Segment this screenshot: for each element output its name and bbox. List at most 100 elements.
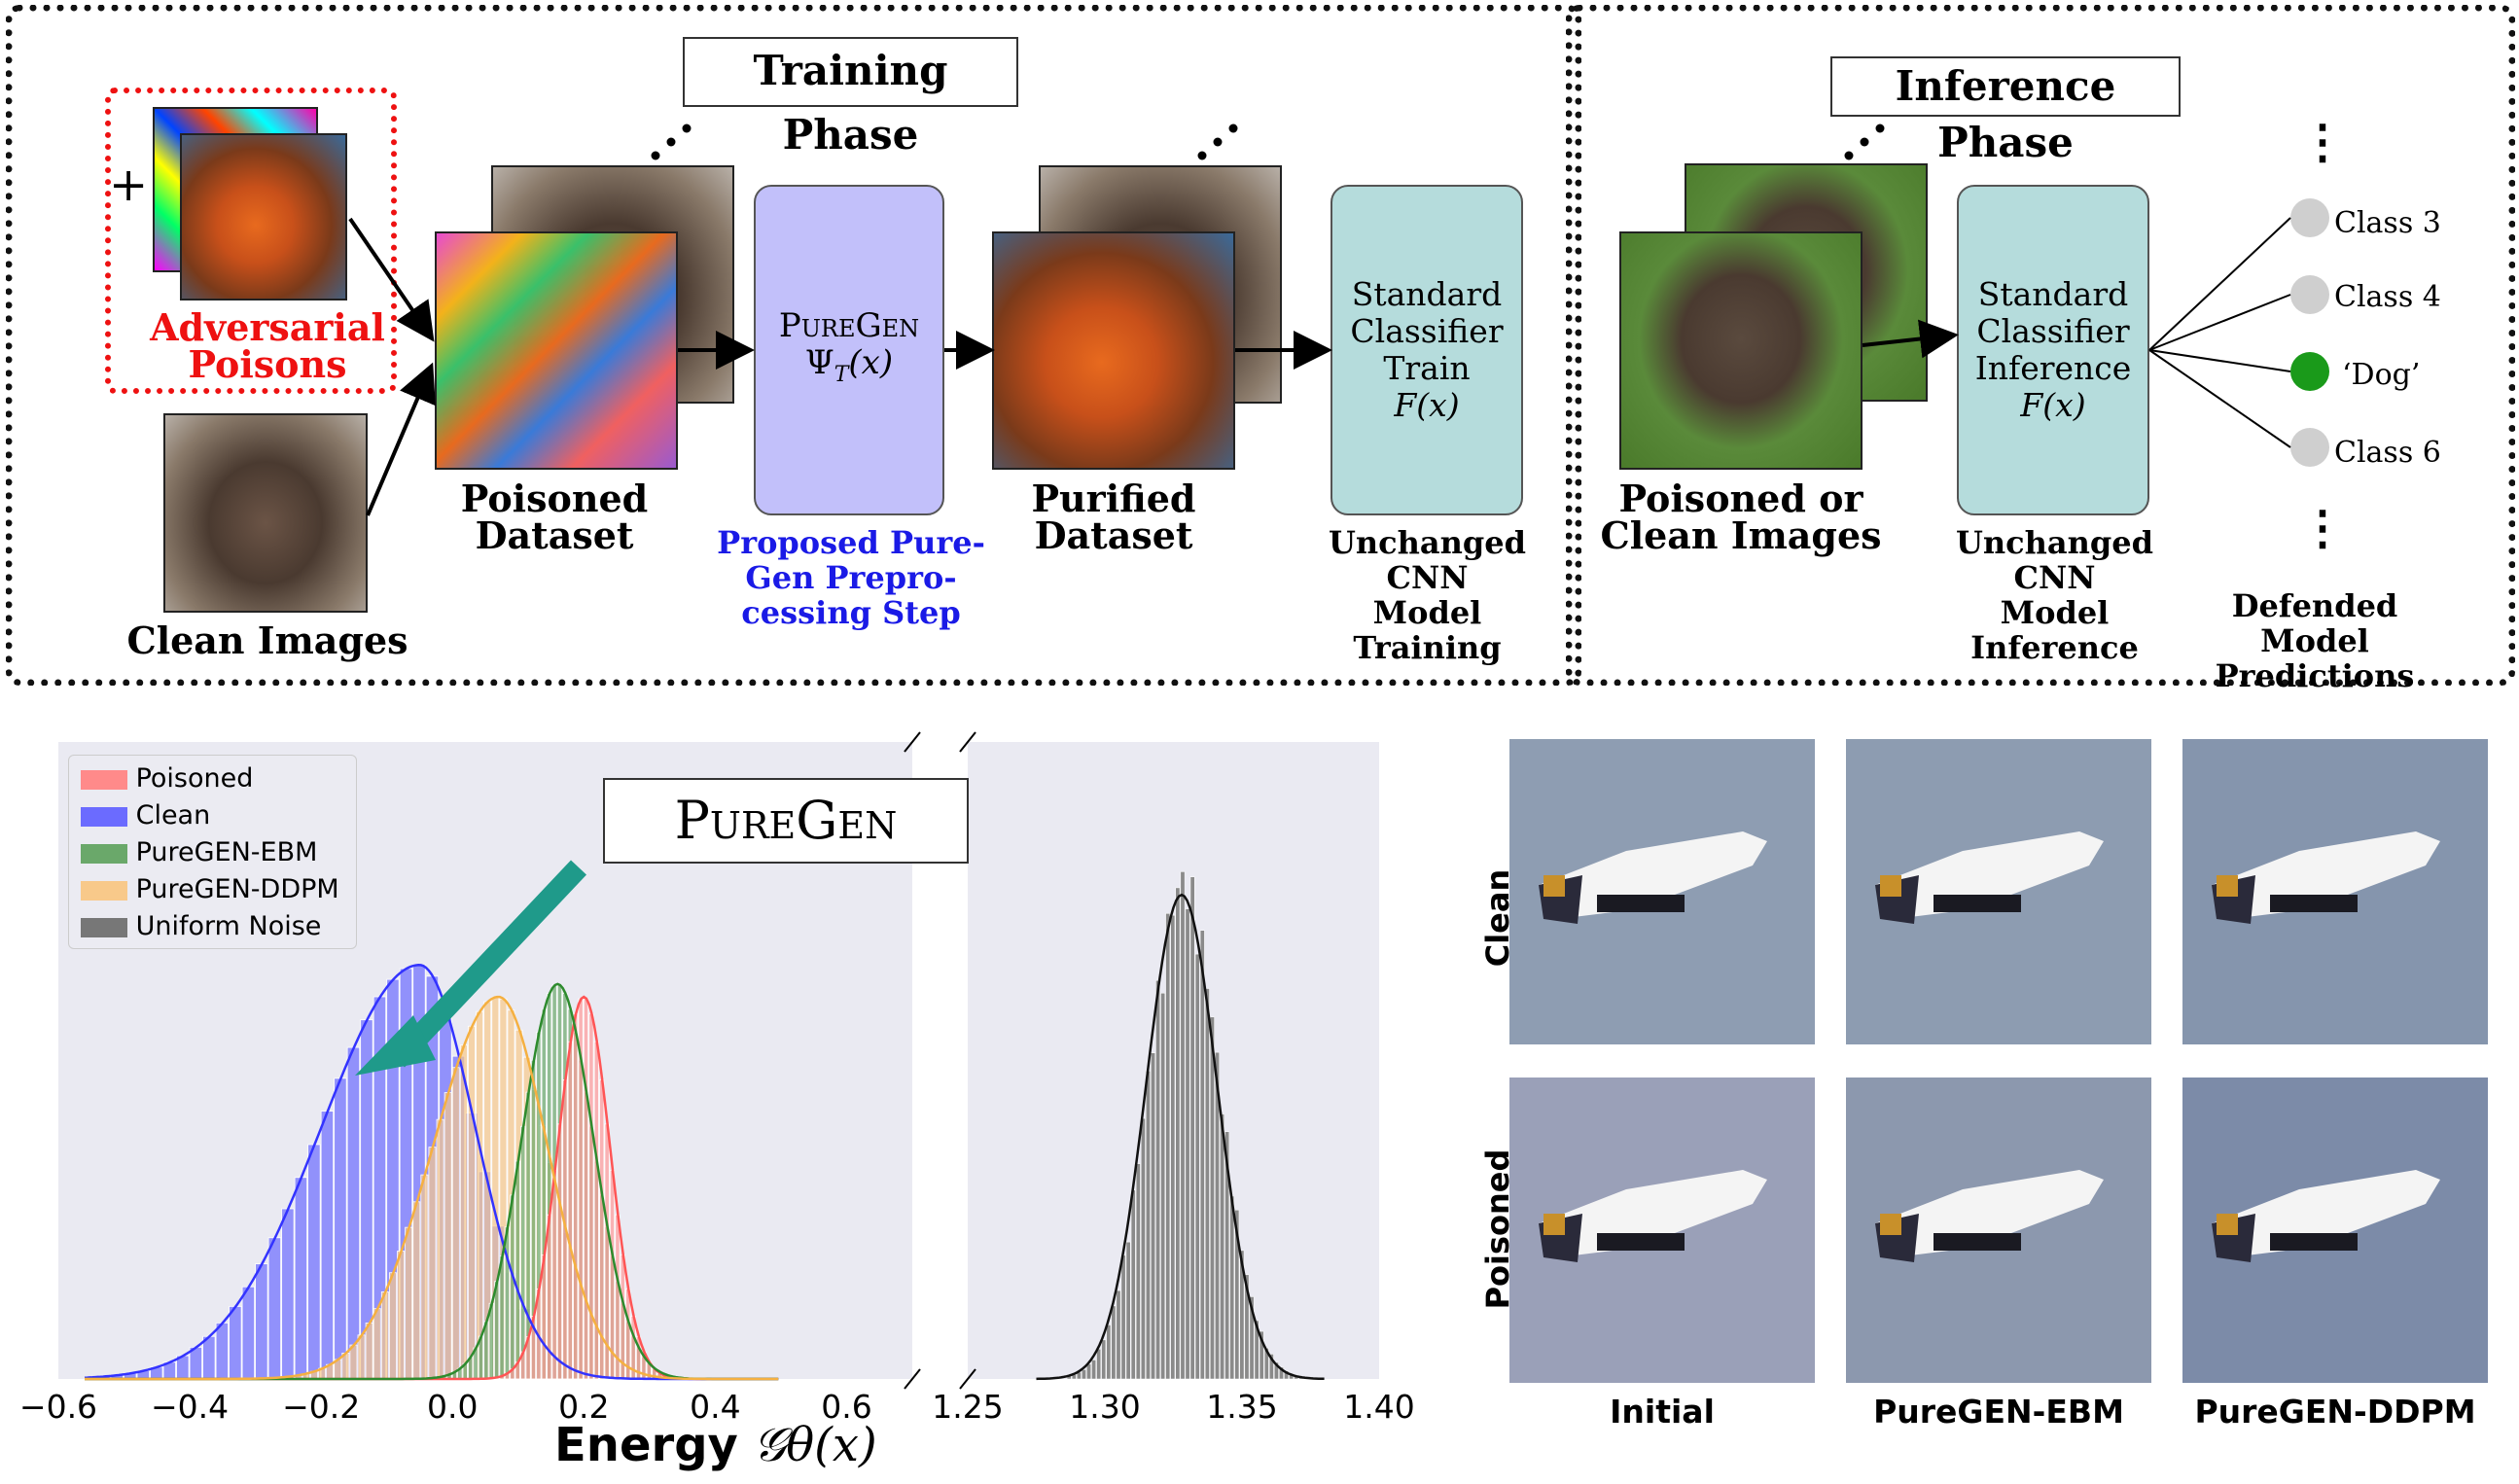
bar-uniform-noise [1254,1320,1260,1380]
bar-uniform-noise [1155,979,1160,1380]
x-tick-label: 1.35 [1206,1388,1277,1426]
shift-arrow-shaft [389,860,586,1068]
bar-uniform-noise [1215,1051,1220,1380]
bar-uniform-noise [1244,1274,1250,1380]
bar-clean [346,1046,361,1380]
bar-uniform-noise [1194,953,1200,1380]
bar-puregen-ebm [510,1194,515,1380]
bar-uniform-noise [1249,1296,1255,1380]
class-4-dot [2290,275,2329,314]
legend-swatch-clean [81,806,127,827]
x-tick-label: −0.2 [282,1388,360,1426]
bar-poisoned [551,1169,557,1380]
x-tick-label: 1.25 [932,1388,1003,1426]
bar-uniform-noise [1175,887,1181,1380]
bar-uniform-noise [1111,1305,1117,1380]
class-3-dot [2290,198,2329,237]
clean-images-label: Clean Images [126,618,408,662]
bar-puregen-ebm [494,1281,500,1380]
defended-predictions-label: Defended Model Predictions [2215,587,2415,694]
puregen-box-name: PureGen [778,305,920,345]
bar-uniform-noise [1259,1330,1264,1380]
bar-uniform-noise [1082,1369,1086,1380]
class-6-dot [2290,428,2329,467]
bar-uniform-noise [1125,1241,1131,1380]
unchanged-inference-label: Unchanged CNN Model Inference [1955,524,2154,666]
bar-puregen-ddpm [420,1174,429,1380]
axis-break-mark [959,1368,976,1390]
bar-puregen-ddpm [349,1344,358,1380]
bar-uniform-noise [1116,1290,1121,1380]
bar-uniform-noise [1239,1250,1245,1380]
stack-dots-2 [1196,115,1245,163]
bar-uniform-noise [1284,1370,1289,1380]
poisoned-dataset-label: Poisoned Dataset [460,477,649,557]
bar-uniform-noise [1146,1071,1151,1380]
bar-uniform-noise [1106,1325,1112,1380]
training-phase-title: Training Phase [683,37,1018,159]
ellipsis-top: ⋮ [2299,115,2346,169]
legend-swatch-ddpm [81,880,127,901]
puregen-title-box: PureGen [603,778,969,864]
bar-poisoned [583,998,589,1380]
energy-histogram-chart: −0.6 −0.4 −0.2 0.0 0.2 0.4 0.6 1.25 1.30 1.35 1.40 [19,731,1415,1426]
bar-uniform-noise [1210,1016,1215,1380]
bar-puregen-ddpm [476,1010,484,1380]
diagram-arrows [348,217,2291,516]
bar-uniform-noise [1140,1117,1146,1380]
plane-image [2182,1078,2488,1383]
training-phase-frame [6,5,1581,686]
puregen-box-formula: ΨT(x) [804,342,894,387]
class-6-label: Class 6 [2334,436,2441,470]
bar-poisoned [615,1214,621,1380]
bar-uniform-noise [1204,988,1210,1380]
x-tick-label: 1.30 [1069,1388,1140,1426]
stack-dots-3 [1843,115,1892,163]
bar-clean [320,1111,335,1380]
adversarial-poisons-box [105,88,397,394]
bar-clean [267,1237,282,1380]
legend-clean: Clean [135,800,211,830]
bar-puregen-ddpm [405,1226,413,1380]
bar-puregen-ebm [520,1125,526,1380]
bar-clean [202,1335,216,1380]
proposed-step-label: Proposed Pure- Gen Prepro-cessing Step [717,524,985,631]
bar-puregen-ddpm [436,1118,444,1380]
classifier-inference-box: Standard Classifier Inference F(x) [1957,185,2149,515]
bar-puregen-ebm [514,1160,520,1380]
x-tick-label: 0.4 [690,1388,740,1426]
bar-puregen-ddpm [397,1251,406,1380]
bar-puregen-ebm [499,1255,505,1380]
dog-class-dot [2290,352,2329,391]
bar-uniform-noise [1234,1210,1240,1380]
bar-poisoned [556,1123,563,1380]
inference-phase-frame [1566,5,2515,686]
bar-uniform-noise [1096,1348,1102,1380]
bar-poisoned [567,1041,573,1380]
col-label-ddpm: PureGEN-DDPM [2194,1393,2476,1431]
bar-puregen-ddpm [459,1044,468,1380]
bar-uniform-noise [1151,1052,1155,1380]
bar-uniform-noise [1120,1254,1126,1380]
bar-puregen-ddpm [451,1067,460,1380]
bar-uniform-noise [1274,1361,1279,1380]
bar-clean [215,1322,229,1380]
axis-break-mark [904,731,921,753]
bar-uniform-noise [1268,1354,1274,1380]
kde-puregen-ddpm [85,995,779,1381]
bar-uniform-noise [1224,1131,1230,1380]
bar-clean [281,1208,295,1380]
ellipsis-bottom: ⋮ [2299,501,2346,555]
bar-puregen-ddpm [468,1025,476,1380]
plane-image [1509,739,1815,1044]
axis-break-mark [959,731,976,753]
bar-puregen-ddpm [357,1334,366,1380]
bar-clean [307,1144,321,1380]
bar-uniform-noise [1101,1339,1107,1380]
stack-dots [650,115,698,163]
inference-phase-title: Inference Phase [1830,56,2181,166]
bar-puregen-ddpm [443,1092,452,1380]
dog-class-label: ‘Dog’ [2342,358,2421,392]
poisoned-dataset-image [435,231,678,470]
legend-poisoned: Poisoned [135,763,254,794]
